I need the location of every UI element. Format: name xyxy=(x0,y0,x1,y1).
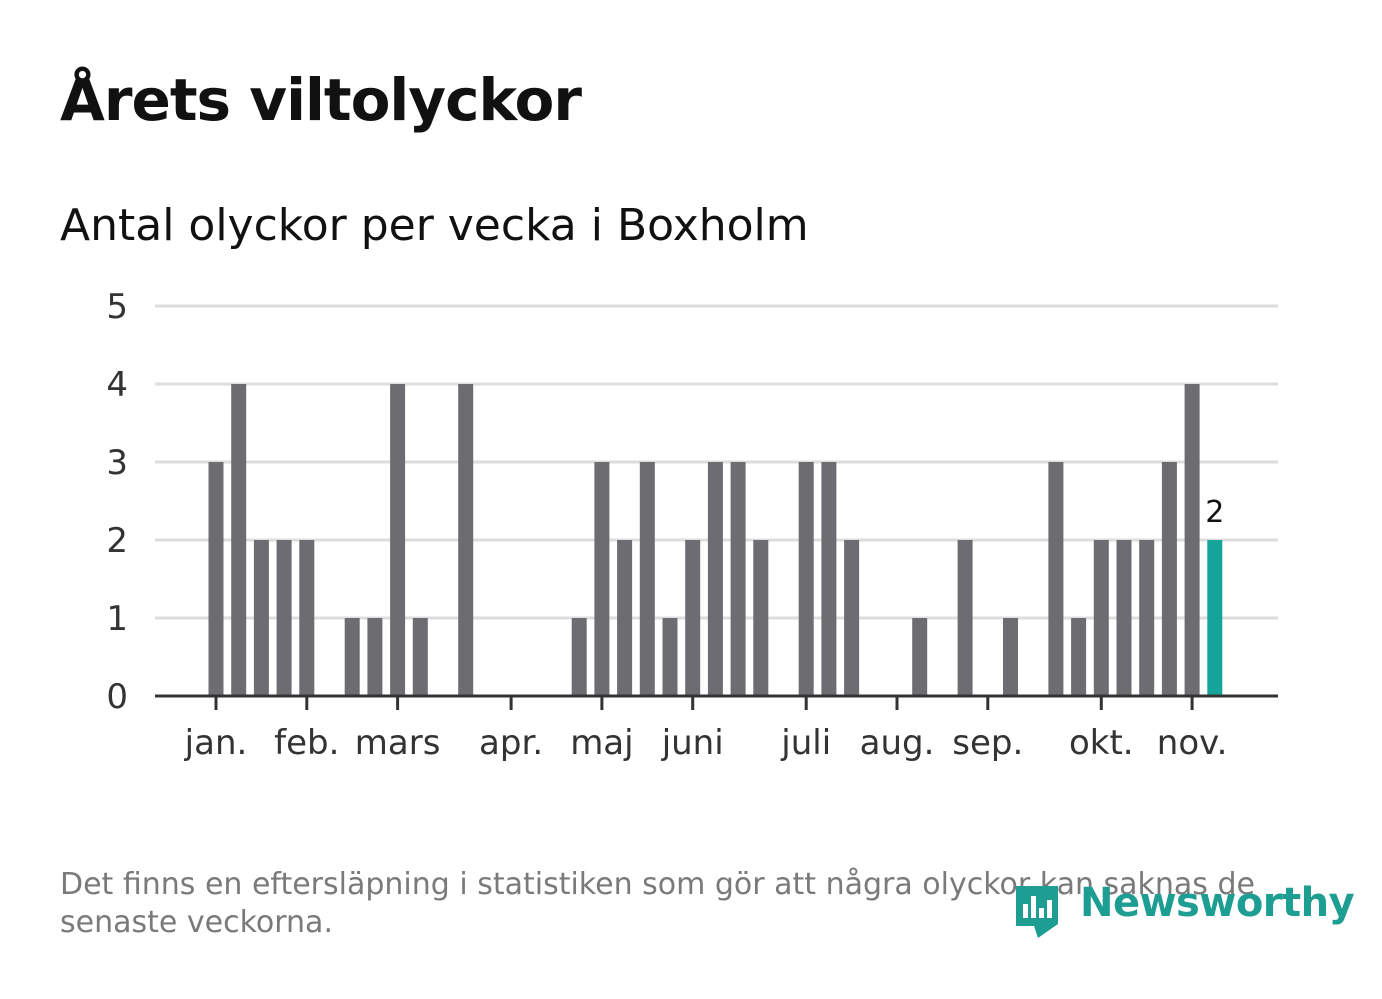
bar xyxy=(231,384,247,696)
bar xyxy=(276,540,292,696)
y-tick-label: 5 xyxy=(106,287,128,327)
x-tick-label: nov. xyxy=(1157,723,1228,763)
bar xyxy=(912,618,928,696)
y-tick-label: 3 xyxy=(106,443,128,483)
bar xyxy=(253,540,269,696)
bar xyxy=(1161,462,1177,696)
bar xyxy=(458,384,474,696)
bar xyxy=(730,462,746,696)
chart-title: Årets viltolyckor xyxy=(60,66,582,134)
bar-chart: 0 1 2 3 4 5 2 jan. feb. mars apr. maj juni juli aug. se… xyxy=(106,287,1278,763)
bar xyxy=(662,618,678,696)
bar xyxy=(685,540,701,696)
bar xyxy=(208,462,224,696)
bar xyxy=(594,462,610,696)
y-tick-label: 1 xyxy=(106,599,128,639)
x-tick-label: sep. xyxy=(952,723,1023,763)
bar xyxy=(798,462,814,696)
x-tick-label: aug. xyxy=(860,723,935,763)
bar xyxy=(1139,540,1155,696)
bar xyxy=(571,618,587,696)
bar xyxy=(753,540,769,696)
newsworthy-logo-icon xyxy=(1016,886,1058,938)
y-tick-label: 0 xyxy=(106,677,128,717)
bar xyxy=(367,618,383,696)
bar xyxy=(1003,618,1018,696)
x-tick-label: jan. xyxy=(184,723,248,763)
bar xyxy=(821,462,837,696)
x-tick-label: juli xyxy=(780,723,831,763)
footnote: Det finns en eftersläpning i statistiken… xyxy=(60,867,1255,940)
bar xyxy=(1184,384,1200,696)
bar xyxy=(1116,540,1132,696)
bar xyxy=(344,618,360,696)
bar xyxy=(617,540,633,696)
x-tick-label: mars xyxy=(355,723,441,763)
bar xyxy=(390,384,406,696)
data-label: 2 xyxy=(1205,495,1224,530)
bar xyxy=(299,540,315,696)
bar xyxy=(1048,462,1064,696)
bar xyxy=(1071,618,1087,696)
bar xyxy=(707,462,723,696)
bar xyxy=(1093,540,1109,696)
y-tick-label: 2 xyxy=(106,521,128,561)
bar xyxy=(412,618,428,696)
x-tick-label: maj xyxy=(570,723,633,763)
logo-text: Newsworthy xyxy=(1080,880,1355,926)
bar xyxy=(957,540,973,696)
x-tick-label: feb. xyxy=(274,723,339,763)
bar xyxy=(844,540,860,696)
chart-subtitle: Antal olyckor per vecka i Boxholm xyxy=(60,200,809,251)
x-tick-label: okt. xyxy=(1069,723,1134,763)
newsworthy-logo: Newsworthy xyxy=(1012,880,1355,942)
y-tick-label: 4 xyxy=(106,365,128,405)
x-tick-label: juni xyxy=(661,723,724,763)
x-tick-label: apr. xyxy=(479,723,543,763)
bar-highlight xyxy=(1207,540,1223,696)
bar xyxy=(639,462,655,696)
